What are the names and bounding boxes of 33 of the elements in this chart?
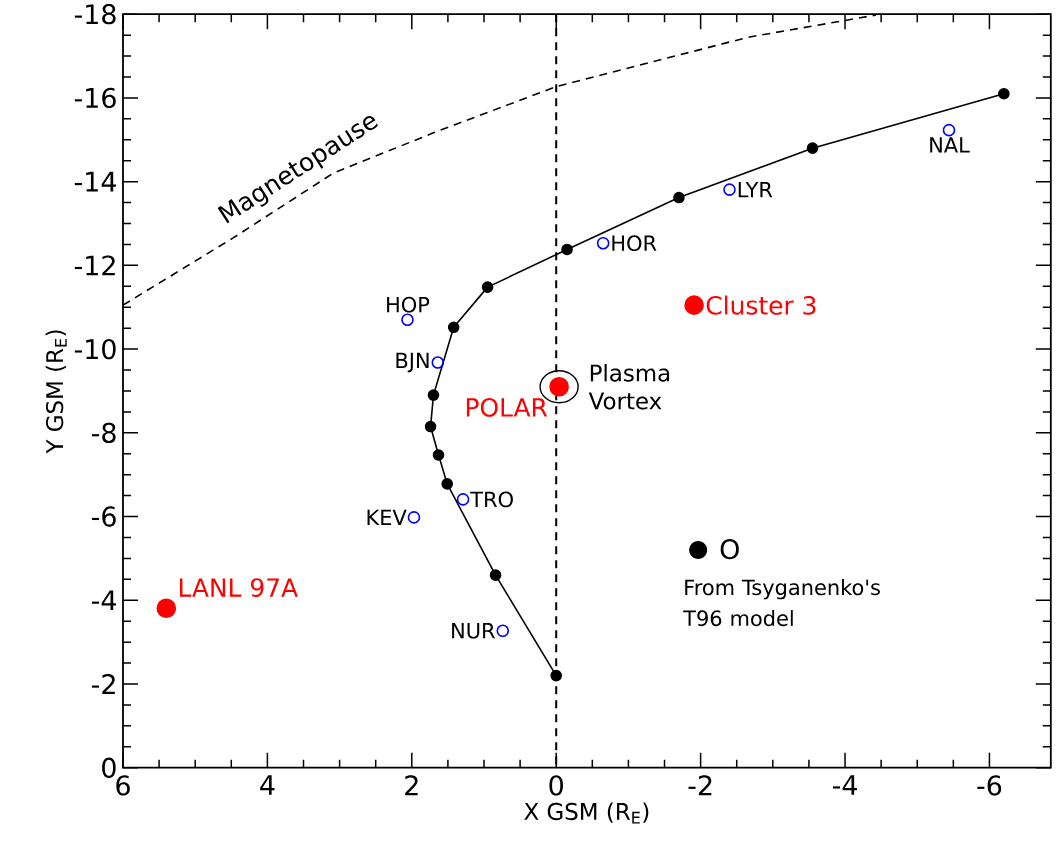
x-tick-label: -4 [832,775,857,795]
y-tick-label: -4 [91,590,116,611]
y-tick-label: -12 [74,255,115,276]
x-tick-label: 0 [549,775,563,796]
annotation: Plasma Vortex [588,363,670,410]
annotation: TRO [470,491,513,508]
y-tick-label: -14 [74,171,116,192]
y-tick-label: -16 [74,87,116,109]
annotation: NAL [930,137,970,153]
annotation: KEV [367,509,407,525]
annotation: LANL 97A [179,578,298,598]
annotation: LYR [738,181,773,198]
x-tick-label: 6 [116,775,130,796]
annotation: From Tsyganenko's T96 model [683,579,880,627]
legend-label: O [720,539,739,560]
x-axis-title: X GSM (R$_{E}$) [524,802,649,824]
annotation: NUR [452,623,495,639]
annotation: HOP [387,296,430,313]
x-tick-label: -2 [688,775,712,796]
x-tick-label: 4 [260,775,275,795]
annotation: HOR [612,235,657,252]
y-tick-label: 0 [102,757,116,778]
x-tick-label: -6 [977,775,1002,796]
y-tick-label: -18 [74,4,116,25]
y-tick-label: -6 [91,506,116,527]
x-tick-label: 2 [405,775,418,796]
annotation: POLAR [466,397,548,417]
y-tick-label: -10 [74,338,116,360]
annotation: Cluster 3 [706,295,816,315]
y-axis-title: Y GSM (R$_{E}$) [45,330,67,454]
y-tick-label: -8 [91,422,116,443]
annotation: BJN [396,352,429,373]
y-tick-label: -2 [91,674,115,694]
